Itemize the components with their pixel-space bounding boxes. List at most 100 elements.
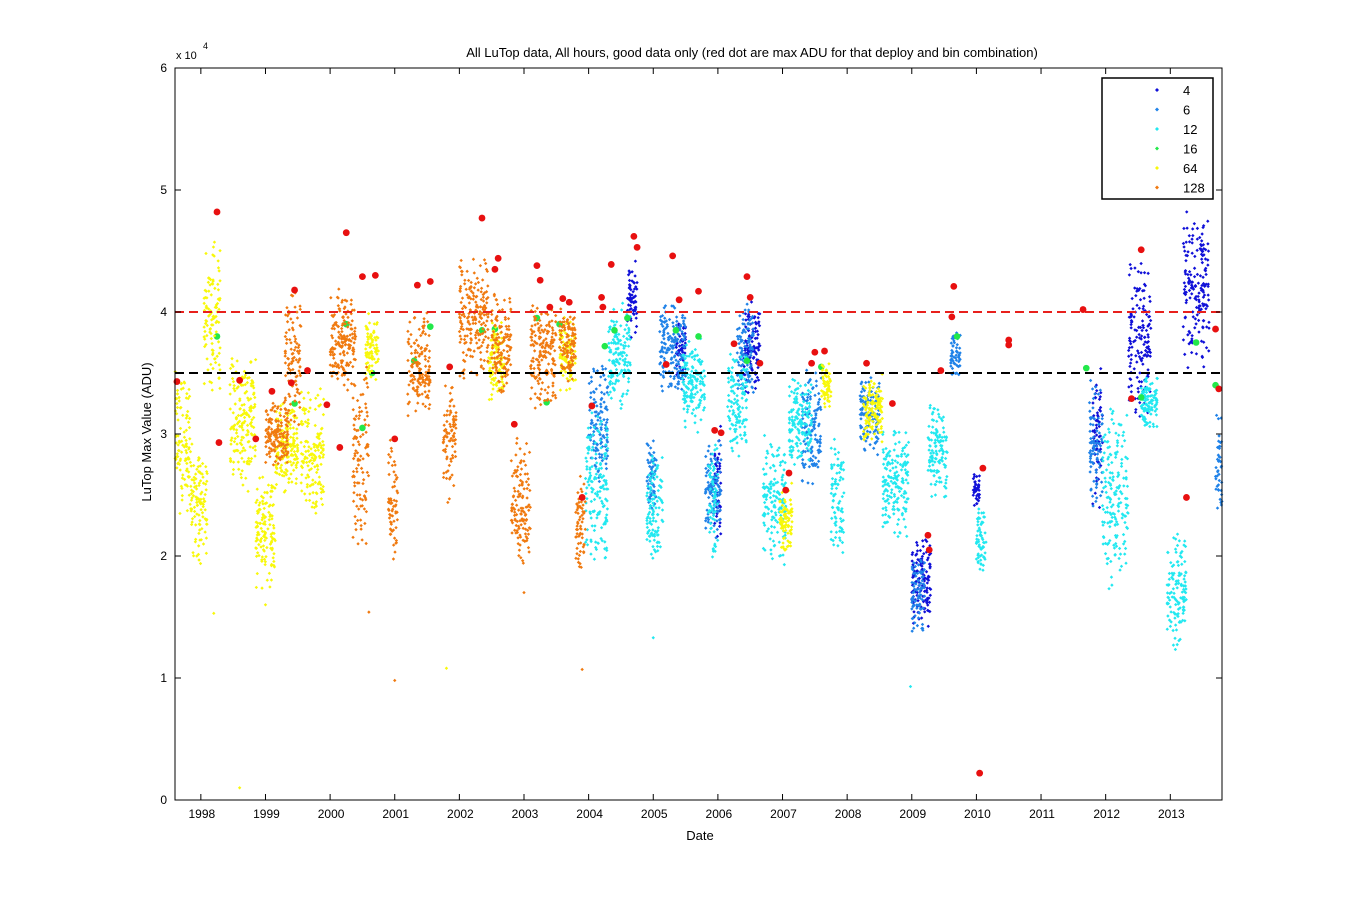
data-point: [1149, 326, 1153, 330]
data-point: [777, 540, 781, 544]
data-point: [320, 502, 325, 507]
data-point: [915, 571, 920, 576]
data-point: [803, 442, 808, 446]
data-point: [1181, 611, 1185, 616]
data-point: [710, 475, 714, 480]
data-point: [1097, 442, 1102, 446]
data-point: [1206, 242, 1210, 246]
data-point: [373, 335, 377, 340]
data-point: [743, 339, 748, 343]
data-point: [761, 513, 765, 517]
data-point: [796, 386, 800, 391]
data-point: [260, 555, 265, 559]
data-point: [838, 516, 843, 521]
data-point: [1119, 461, 1124, 466]
data-point: [1171, 577, 1175, 581]
data-point: [917, 590, 922, 594]
data-point: [859, 390, 864, 394]
data-point: [807, 429, 811, 434]
data-point: [645, 521, 649, 526]
data-point: [719, 458, 723, 462]
data-point: [196, 458, 201, 462]
data-point: [744, 418, 749, 422]
data-point: [910, 565, 914, 569]
data-point: [197, 481, 201, 485]
data-point: [975, 502, 979, 506]
data-point: [888, 468, 892, 473]
data-point: [1203, 257, 1208, 261]
data-point: [1127, 346, 1132, 350]
data-point: [218, 346, 222, 350]
data-point: [860, 380, 864, 384]
data-point: [184, 448, 188, 453]
data-point: [615, 373, 620, 378]
data-point: [892, 494, 897, 498]
data-point: [187, 425, 192, 430]
data-point: [814, 371, 818, 375]
data-point: [592, 425, 596, 430]
data-point: [715, 519, 719, 523]
data-point: [319, 427, 324, 431]
data-point: [627, 369, 631, 373]
data-point: [585, 543, 590, 547]
data-point: [269, 532, 273, 536]
data-point: [316, 448, 321, 452]
data-point: [662, 356, 666, 361]
data-point: [1165, 627, 1169, 631]
data-point: [241, 428, 245, 432]
data-point: [754, 352, 759, 356]
data-point: [890, 461, 895, 465]
data-point: [1108, 524, 1112, 529]
data-point: [602, 456, 606, 461]
data-point: [1188, 296, 1192, 300]
data-point: [208, 380, 212, 384]
data-point: [1146, 339, 1151, 344]
data-point: [212, 334, 217, 338]
data-point: [206, 368, 210, 372]
data-point: [206, 307, 211, 311]
data-point: [313, 448, 318, 453]
data-point: [178, 511, 182, 516]
data-point: [920, 583, 925, 588]
data-point: [175, 452, 179, 456]
data-point: [598, 474, 602, 479]
data-point: [648, 506, 652, 511]
data-point: [254, 520, 258, 524]
data-point: [616, 346, 620, 350]
data-point: [920, 586, 924, 591]
data-point: [749, 350, 753, 355]
data-point: [319, 431, 323, 436]
data-point: [213, 333, 221, 340]
data-point: [930, 457, 934, 461]
data-point: [263, 490, 267, 495]
data-point: [908, 684, 913, 689]
data-point: [671, 324, 676, 329]
data-point: [230, 425, 234, 429]
data-point: [622, 363, 627, 367]
data-point: [626, 380, 631, 384]
data-point: [976, 499, 981, 503]
data-point: [583, 540, 588, 544]
data-point: [564, 388, 569, 392]
data-point: [617, 372, 622, 376]
data-point: [690, 387, 695, 391]
data-point: [605, 507, 610, 511]
data-point: [659, 372, 663, 377]
data-point: [217, 363, 221, 367]
data-point: [839, 526, 844, 531]
data-point: [1185, 210, 1189, 214]
data-point: [291, 426, 296, 430]
data-point: [288, 423, 292, 427]
data-point: [203, 530, 207, 534]
data-point: [689, 396, 693, 400]
data-point: [746, 355, 750, 359]
data-point: [975, 497, 980, 502]
data-point: [1103, 551, 1108, 556]
data-point: [754, 346, 759, 350]
data-point: [833, 447, 837, 451]
data-point: [751, 390, 756, 395]
data-point: [753, 336, 758, 341]
data-point: [612, 340, 617, 344]
data-point: [910, 598, 914, 602]
data-point: [681, 326, 686, 331]
